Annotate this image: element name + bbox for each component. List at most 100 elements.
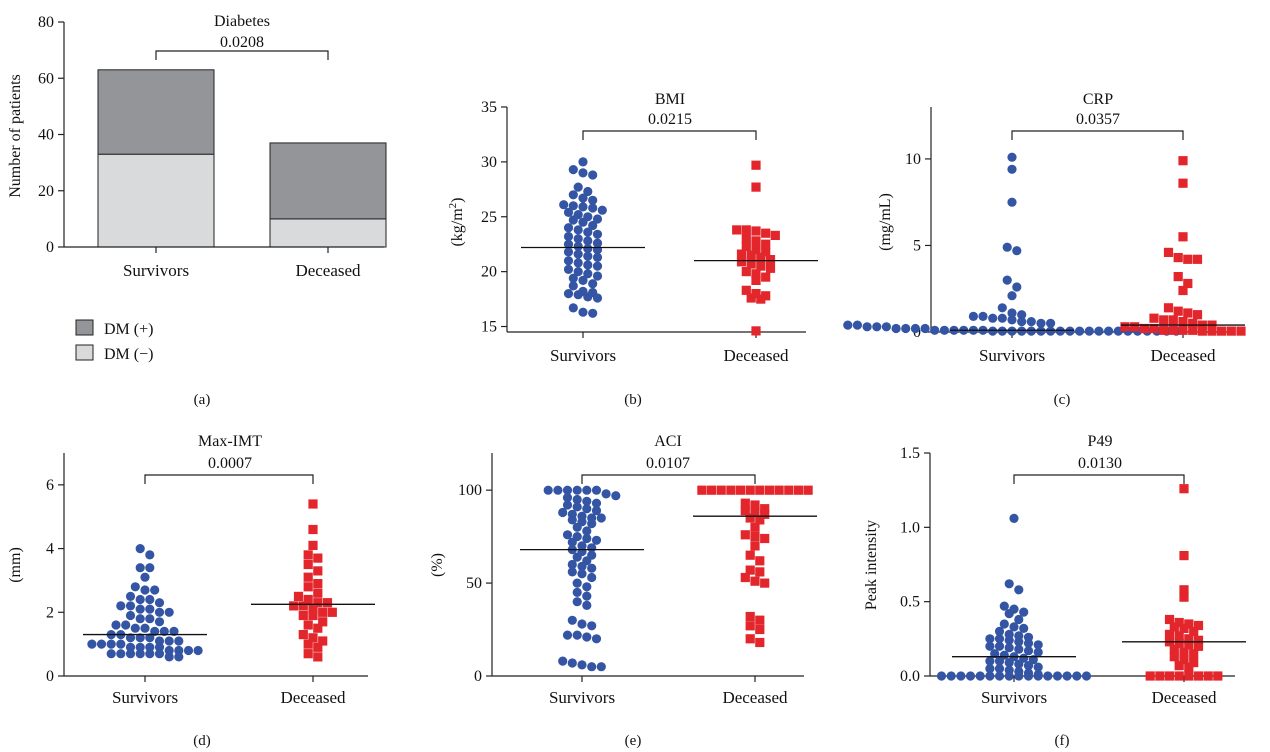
deceased-point: [318, 607, 328, 617]
survivor-point: [578, 193, 588, 203]
survivor-point: [1094, 326, 1104, 336]
survivor-point: [1014, 659, 1024, 669]
deceased-point: [303, 620, 313, 630]
survivor-point: [174, 636, 184, 646]
y-tick-label: 0.5: [900, 594, 920, 611]
survivor-point: [596, 513, 606, 523]
deceased-point: [308, 610, 318, 621]
deceased-point: [741, 234, 751, 244]
deceased-point: [751, 182, 761, 192]
panel-f-title: P49: [1088, 433, 1113, 450]
survivor-point: [169, 626, 179, 637]
survivor-point: [1033, 640, 1043, 650]
survivor-point: [988, 313, 998, 323]
survivor-point: [577, 561, 587, 572]
panel-b-title: BMI: [655, 91, 685, 108]
deceased-point: [745, 611, 755, 622]
survivor-point: [587, 621, 597, 631]
panel-a-title: Diabetes: [214, 13, 270, 30]
survivor-point: [592, 214, 603, 224]
survivor-point: [997, 313, 1007, 323]
significance-bracket: [144, 474, 314, 484]
deceased-point: [303, 582, 313, 592]
y-tick-label: 6: [46, 477, 54, 494]
survivor-point: [572, 485, 582, 495]
survivor-point: [145, 604, 155, 614]
deceased-point: [1164, 629, 1175, 639]
deceased-point: [303, 559, 313, 570]
survivor-point: [587, 572, 597, 583]
survivor-point: [1007, 308, 1017, 318]
deceased-point: [298, 630, 308, 640]
survivor-point: [611, 491, 621, 501]
deceased-point: [1178, 285, 1188, 296]
deceased-point: [1179, 592, 1189, 602]
y-tick-label: 5: [913, 237, 921, 254]
deceased-point: [741, 285, 751, 295]
survivor-point: [975, 671, 985, 681]
survivor-point: [843, 320, 853, 330]
y-tick-label: 0.0: [900, 668, 920, 685]
y-tick-label: 20: [38, 183, 54, 200]
deceased-point: [1188, 325, 1198, 335]
survivor-point: [154, 642, 165, 652]
deceased-point: [745, 485, 755, 495]
survivor-point: [592, 252, 603, 262]
panel-e-title: ACI: [654, 433, 682, 450]
survivor-point: [543, 485, 553, 495]
survivor-point: [910, 323, 921, 334]
deceased-point: [750, 532, 760, 542]
deceased-point: [318, 636, 328, 646]
deceased-point: [1174, 631, 1184, 641]
deceased-point: [761, 239, 771, 249]
survivor-point: [592, 261, 603, 271]
survivor-point: [591, 498, 602, 508]
survivor-point: [563, 223, 574, 233]
panel-e-caption: (e): [625, 733, 642, 749]
survivor-point: [106, 649, 116, 659]
survivor-point: [558, 656, 568, 666]
deceased-point: [751, 236, 761, 246]
panel-c-crp-scatter: 0510: [843, 107, 1246, 341]
deceased-point: [1213, 671, 1223, 681]
survivor-point: [988, 326, 998, 336]
deceased-point: [755, 615, 765, 625]
survivor-point: [583, 260, 593, 270]
survivor-point: [568, 165, 578, 175]
deceased-point: [322, 598, 333, 608]
survivor-point: [1017, 317, 1027, 327]
survivor-point: [968, 311, 979, 321]
deceased-point: [751, 245, 761, 255]
deceased-point: [760, 533, 770, 544]
panel-a-xtick-deceased: Deceased: [295, 261, 361, 280]
survivor-point: [567, 658, 577, 668]
survivor-point: [563, 247, 574, 257]
survivor-point: [587, 563, 597, 573]
survivor-point: [578, 157, 588, 167]
deceased-point: [746, 250, 756, 260]
deceased-point: [751, 269, 761, 279]
deceased-point: [1130, 322, 1140, 332]
legend-swatch-dm-negative: [75, 344, 94, 361]
survivor-point: [978, 311, 988, 321]
deceased-point: [784, 485, 794, 495]
survivor-point: [164, 607, 174, 617]
panel-c-pvalue: 0.0357: [1076, 111, 1120, 128]
survivor-point: [1004, 579, 1014, 589]
survivor-point: [145, 563, 155, 573]
survivor-point: [994, 664, 1005, 674]
deceased-point: [761, 228, 771, 238]
survivor-point: [577, 619, 587, 629]
survivor-point: [572, 552, 582, 562]
survivor-point: [183, 645, 194, 656]
survivor-point: [567, 559, 577, 570]
survivor-point: [1014, 614, 1024, 625]
panel-d-caption: (d): [193, 733, 211, 749]
deceased-point: [1164, 614, 1175, 625]
panel-e-xtick-deceased: Deceased: [722, 688, 788, 707]
survivor-point: [1017, 326, 1027, 336]
legend-swatch-dm-positive: [75, 319, 94, 336]
deceased-point: [745, 513, 755, 523]
deceased-point: [740, 506, 750, 516]
y-tick-label: 100: [458, 482, 482, 499]
